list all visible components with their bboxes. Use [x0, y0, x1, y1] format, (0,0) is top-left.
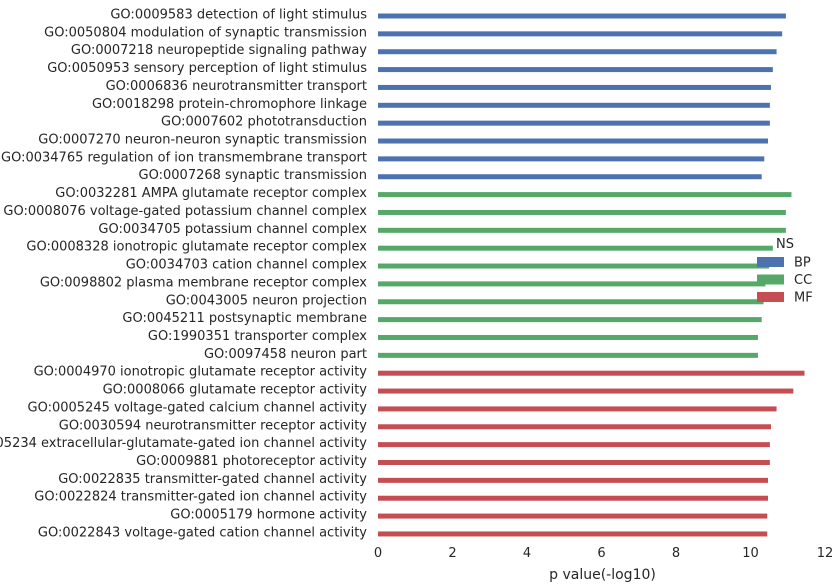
category-labels: GO:0009583 detection of light stimulus GO…: [0, 8, 367, 541]
x-tick-label: 10: [742, 546, 759, 561]
category-label: GO:0006836 neurotransmitter transport: [106, 79, 367, 94]
bar-bp: [378, 120, 770, 126]
category-label: GO:0007268 synaptic transmission: [139, 168, 367, 183]
bar-bp: [378, 49, 777, 55]
bar-mf: [378, 460, 770, 465]
category-label: GO:0097458 neuron part: [204, 347, 367, 362]
bar-bp: [378, 174, 762, 180]
x-axis-ticks: 0 2 4 6 8 10 12: [374, 546, 833, 561]
bar-bp: [378, 31, 783, 37]
bar-cc: [378, 281, 766, 287]
bar-bp: [378, 67, 773, 73]
category-label: GO:0022835 transmitter-gated channel act…: [58, 472, 367, 487]
category-label: GO:0005245 voltage-gated calcium channel…: [28, 400, 368, 415]
bar-cc: [378, 245, 773, 251]
x-tick-label: 12: [817, 546, 834, 561]
x-axis-title: p value(-log10): [549, 567, 656, 583]
category-label: GO:0008066 glutamate receptor activity: [103, 383, 368, 398]
bar-mf: [378, 531, 768, 537]
category-label: GO:0034703 cation channel complex: [126, 258, 368, 273]
legend-swatch-bp: [757, 257, 784, 267]
category-label: GO:0008076 voltage-gated potassium chann…: [3, 204, 367, 219]
x-tick-label: 0: [374, 546, 382, 561]
bar-bp: [378, 156, 765, 162]
x-tick-label: 4: [523, 546, 531, 561]
category-label: GO:0004970 ionotropic glutamate receptor…: [34, 365, 368, 380]
category-label: GO:0030594 neurotransmitter receptor act…: [59, 418, 368, 433]
category-label: GO:0050953 sensory perception of light s…: [47, 61, 367, 76]
category-label: GO:0005179 hormone activity: [170, 508, 367, 523]
category-label: GO:0022843 voltage-gated cation channel …: [38, 525, 367, 540]
legend: NS BP CC MF: [757, 237, 813, 306]
bar-cc: [378, 317, 762, 323]
bar-mf: [378, 424, 771, 430]
bar-mf: [378, 442, 770, 448]
category-label: GO:0009583 detection of light stimulus: [110, 8, 367, 23]
legend-label-cc: CC: [794, 273, 812, 288]
category-label: GO:0009881 photoreceptor activity: [136, 454, 367, 469]
legend-title: NS: [776, 237, 794, 252]
category-label: GO:0007602 phototransduction: [161, 115, 367, 130]
category-label: GO:1990351 transporter complex: [148, 329, 367, 344]
bar-bp: [378, 84, 771, 90]
bar-cc: [378, 209, 786, 215]
category-label: GO:0008328 ionotropic glutamate receptor…: [26, 240, 367, 255]
category-label: GO:0032281 AMPA glutamate receptor compl…: [55, 186, 367, 201]
category-label: GO:0050804 modulation of synaptic transm…: [44, 25, 367, 40]
category-label: GO:0045211 postsynaptic membrane: [122, 311, 367, 326]
category-label: GO:0022824 transmitter-gated ion channel…: [34, 490, 367, 505]
bar-cc: [378, 352, 758, 358]
category-label: GO:0005234 extracellular-glutamate-gated…: [0, 436, 367, 451]
bar-cc: [378, 334, 758, 340]
x-tick-label: 2: [448, 546, 456, 561]
bar-cc: [378, 192, 792, 198]
bar-cc: [378, 263, 770, 269]
x-tick-label: 6: [597, 546, 605, 561]
category-label: GO:0018298 protein-chromophore linkage: [92, 97, 367, 112]
bar-mf: [378, 388, 794, 394]
legend-label-bp: BP: [794, 256, 811, 271]
bar-mf: [378, 370, 805, 376]
category-label: GO:0043005 neuron projection: [166, 293, 367, 308]
x-tick-label: 8: [672, 546, 680, 561]
bar-cc: [378, 299, 764, 305]
bar-mf: [378, 477, 769, 483]
bar-bp: [378, 13, 786, 19]
bar-mf: [378, 495, 769, 501]
bar-mf: [378, 513, 768, 519]
bars-group: [378, 13, 805, 537]
bar-bp: [378, 138, 769, 144]
legend-label-mf: MF: [794, 291, 813, 306]
category-label: GO:0007270 neuron-neuron synaptic transm…: [38, 133, 367, 148]
category-label: GO:0007218 neuropeptide signaling pathwa…: [71, 43, 367, 58]
bar-cc: [378, 227, 786, 233]
legend-swatch-cc: [757, 274, 784, 285]
bar-bp: [378, 102, 770, 108]
legend-swatch-mf: [757, 292, 784, 302]
category-label: GO:0098802 plasma membrane receptor comp…: [40, 275, 367, 290]
category-label: GO:0034765 regulation of ion transmembra…: [1, 150, 367, 165]
bar-mf: [378, 406, 777, 412]
category-label: GO:0034705 potassium channel complex: [98, 222, 367, 237]
